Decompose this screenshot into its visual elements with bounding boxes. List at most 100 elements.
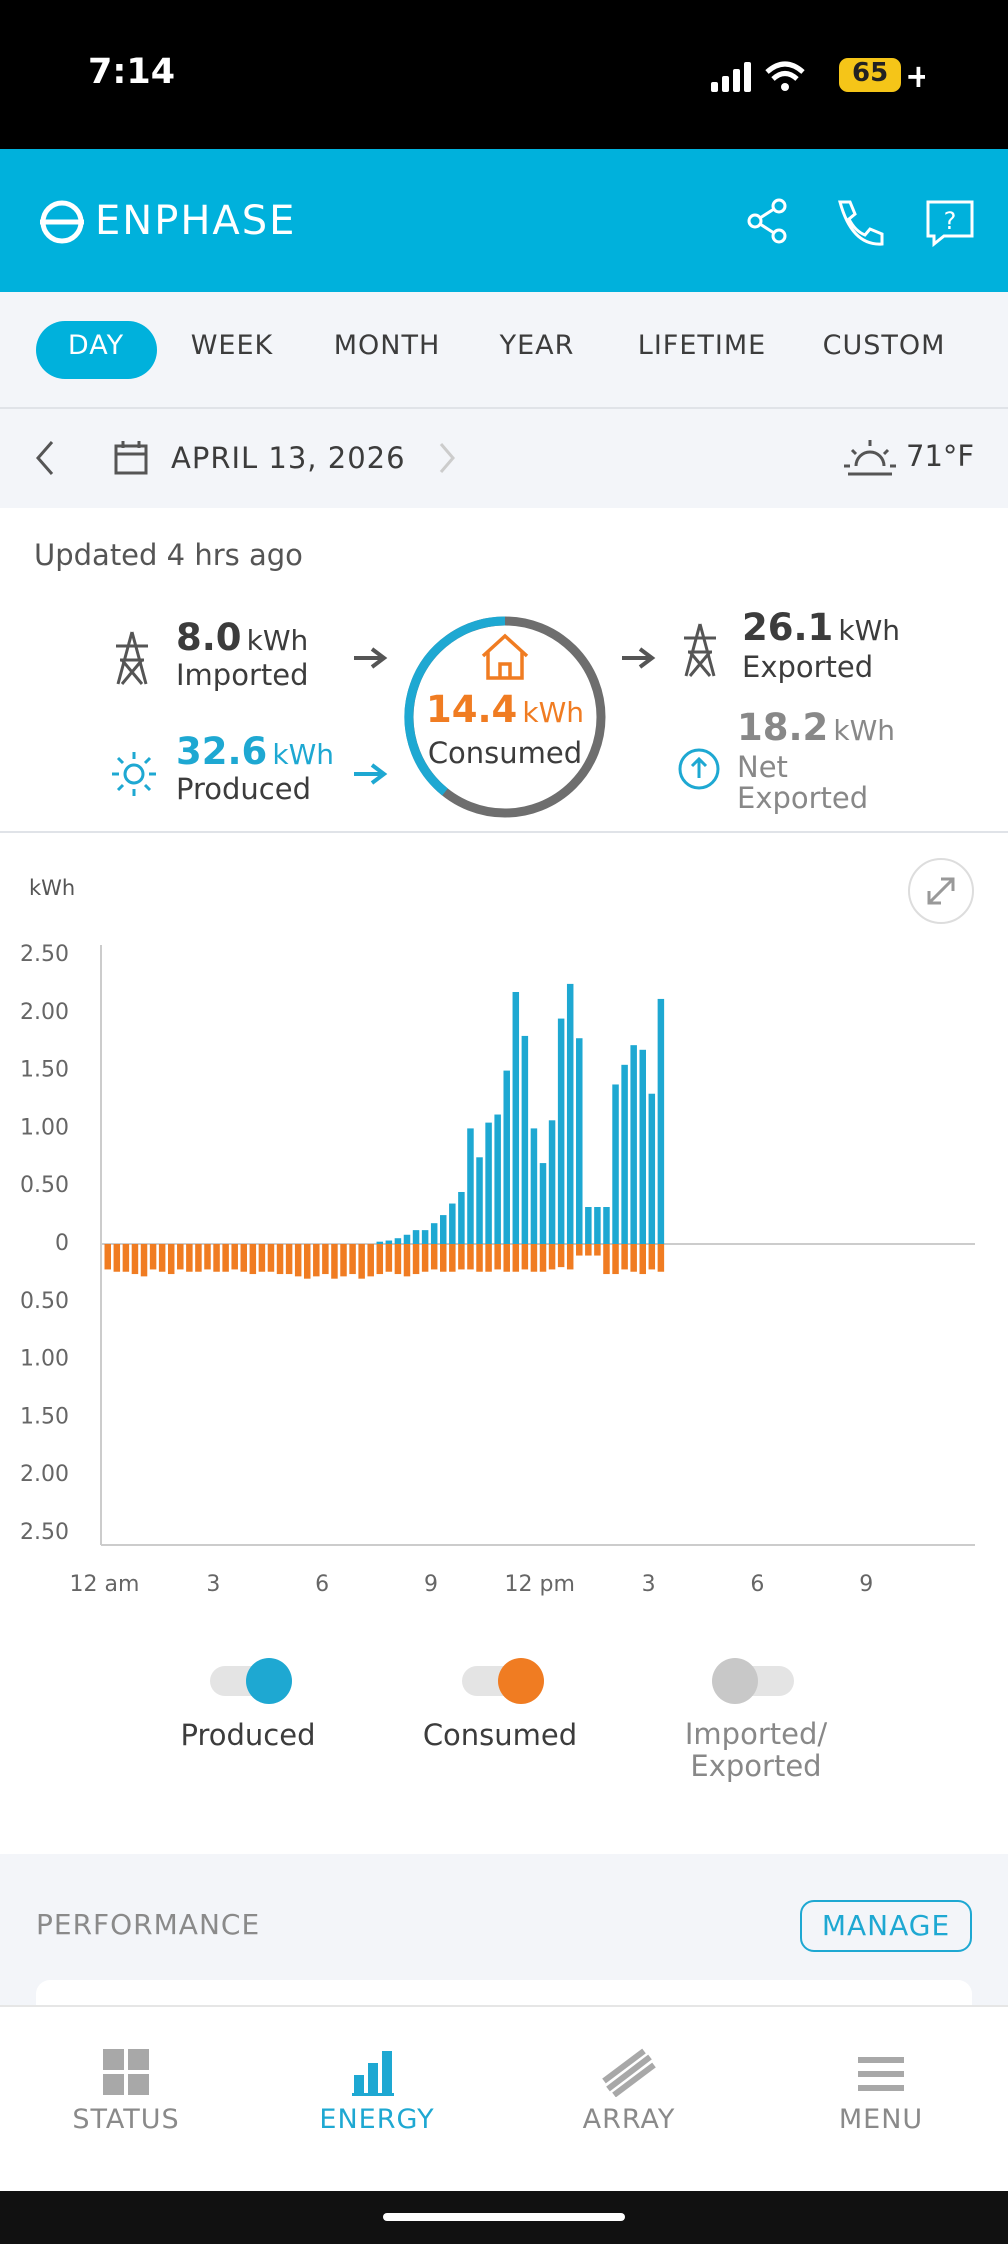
sun-icon bbox=[112, 752, 156, 796]
bar bbox=[594, 1244, 601, 1256]
bar bbox=[285, 1244, 293, 1275]
bar bbox=[303, 1244, 311, 1279]
net-exported-value: 18.2 kWh bbox=[737, 706, 895, 749]
calendar-icon[interactable] bbox=[113, 440, 149, 476]
tabs-bg bbox=[0, 292, 1008, 508]
bar bbox=[576, 1244, 583, 1256]
produced-value: 32.6 kWh bbox=[176, 730, 334, 773]
y-tick-label: 0.50 bbox=[20, 1173, 69, 1198]
bar bbox=[122, 1244, 130, 1272]
nav-item[interactable]: ENERGY bbox=[319, 2104, 435, 2135]
toggle-knob[interactable] bbox=[246, 1658, 292, 1704]
bar bbox=[458, 1191, 465, 1244]
bar bbox=[621, 1244, 628, 1270]
bar bbox=[258, 1244, 266, 1272]
bar bbox=[186, 1244, 193, 1272]
tab[interactable]: LIFETIME bbox=[637, 330, 767, 361]
bar bbox=[521, 1035, 529, 1244]
produced-label: Produced bbox=[176, 772, 311, 806]
nav-item[interactable]: ARRAY bbox=[582, 2104, 676, 2135]
tab[interactable]: CUSTOM bbox=[822, 330, 946, 361]
expand-icon[interactable] bbox=[927, 877, 955, 905]
bar bbox=[149, 1244, 157, 1270]
prev-day[interactable] bbox=[30, 438, 60, 478]
arrow bbox=[622, 647, 656, 669]
tab[interactable]: WEEK bbox=[190, 330, 274, 361]
bar bbox=[421, 1230, 429, 1244]
bar bbox=[213, 1244, 220, 1272]
tab-active-pill[interactable] bbox=[36, 321, 157, 379]
arrow bbox=[354, 647, 388, 669]
bar bbox=[331, 1244, 338, 1279]
temperature: 71°F bbox=[906, 439, 975, 473]
header-actions[interactable]: ? bbox=[745, 196, 985, 248]
home-indicator bbox=[383, 2213, 625, 2221]
y-tick-label: 2.00 bbox=[20, 1000, 69, 1025]
bottom-nav bbox=[0, 2005, 1008, 2193]
tab[interactable]: YEAR bbox=[499, 330, 575, 361]
unit: kWh bbox=[833, 714, 896, 747]
bar bbox=[376, 1244, 384, 1275]
updated-text: Updated 4 hrs ago bbox=[34, 538, 303, 572]
bar bbox=[594, 1207, 601, 1244]
bar bbox=[503, 1070, 510, 1244]
bar bbox=[177, 1244, 184, 1270]
bar bbox=[657, 998, 665, 1244]
bar bbox=[376, 1241, 384, 1244]
bar bbox=[322, 1244, 329, 1275]
bar bbox=[385, 1244, 393, 1272]
bar bbox=[494, 1114, 501, 1244]
bar bbox=[585, 1244, 592, 1256]
bar bbox=[557, 1018, 565, 1244]
bar bbox=[195, 1244, 202, 1272]
y-tick-label: 2.50 bbox=[20, 1520, 69, 1545]
unit: kWh bbox=[246, 624, 309, 657]
bar bbox=[104, 1244, 111, 1270]
nav-item[interactable]: MENU bbox=[838, 2104, 924, 2135]
bar bbox=[140, 1244, 148, 1277]
imported-label: Imported bbox=[176, 658, 309, 692]
bar bbox=[267, 1244, 275, 1272]
y-tick-label: 1.50 bbox=[20, 1404, 69, 1429]
net-export-icon bbox=[678, 748, 720, 790]
bar bbox=[421, 1244, 429, 1272]
bar bbox=[204, 1244, 211, 1270]
bar bbox=[566, 983, 574, 1244]
battery-level: 65 bbox=[852, 58, 889, 88]
bar bbox=[131, 1244, 139, 1275]
tab[interactable]: MONTH bbox=[333, 330, 441, 361]
toggle-knob[interactable] bbox=[712, 1658, 758, 1704]
clock: 7:14 bbox=[88, 52, 176, 92]
bar bbox=[648, 1244, 656, 1270]
bar bbox=[167, 1244, 175, 1275]
tab[interactable]: DAY bbox=[67, 330, 125, 361]
bar bbox=[430, 1244, 438, 1270]
bar bbox=[557, 1244, 565, 1268]
nav-icons[interactable] bbox=[0, 2045, 1008, 2097]
bar bbox=[467, 1128, 474, 1244]
x-tick-label: 6 bbox=[315, 1572, 329, 1597]
consumed-label: Consumed bbox=[427, 736, 583, 770]
exported-label: Exported bbox=[742, 650, 874, 684]
bar bbox=[158, 1244, 166, 1272]
bar bbox=[412, 1230, 420, 1244]
divider bbox=[0, 407, 1008, 409]
bar bbox=[530, 1244, 538, 1272]
nav-item[interactable]: STATUS bbox=[72, 2104, 180, 2135]
exported-value: 26.1 kWh bbox=[742, 606, 900, 649]
bar bbox=[566, 1244, 574, 1270]
bar bbox=[539, 1163, 547, 1244]
bar bbox=[476, 1157, 483, 1244]
bar bbox=[494, 1244, 501, 1270]
next-day[interactable] bbox=[435, 440, 461, 476]
bar bbox=[612, 1244, 619, 1275]
net-exported-label: Exported bbox=[737, 781, 869, 815]
toggle-knob[interactable] bbox=[498, 1658, 544, 1704]
bar bbox=[412, 1244, 420, 1275]
bar bbox=[630, 1045, 637, 1244]
value: 14.4 bbox=[425, 688, 518, 731]
y-tick-label: 1.00 bbox=[20, 1347, 69, 1372]
manage-button[interactable]: MANAGE bbox=[800, 1900, 972, 1952]
legend-label: Produced bbox=[180, 1718, 316, 1752]
